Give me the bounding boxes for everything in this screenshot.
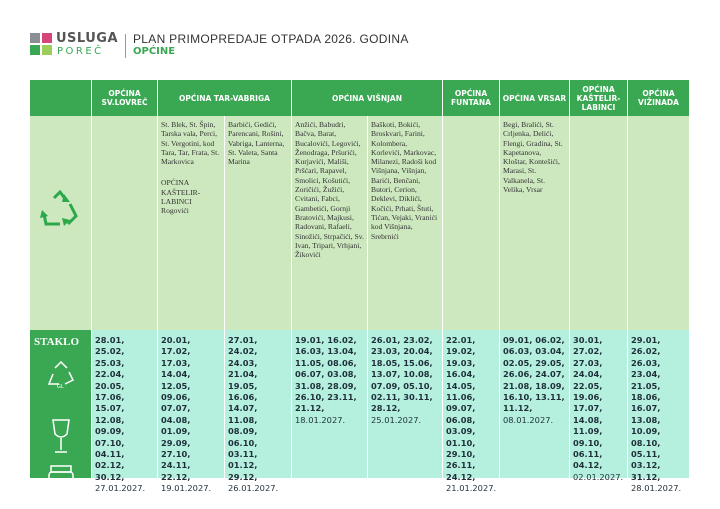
column-header: OPĆINA KAŠTELIR-LABINCI [570,80,628,116]
brand-bottom: POREČ [57,46,104,57]
places-cell [443,116,500,330]
dates: 19.01, 16.02, 16.03, 13.04, 11.05, 08.06… [295,335,357,414]
glass-code: GL [57,384,64,390]
dates: 20.01, 17.02, 17.03, 14.04, 12.05, 09.06… [161,335,191,482]
dates: 29.01, 26.02, 26.03, 23.04, 21.05, 18.06… [631,335,661,482]
next-date: 02.01.2027. [573,471,624,482]
dates-cell: 30.01, 27.02, 27.03, 24.04, 22.05, 19.06… [570,330,628,482]
places: Baškoti, Bokići, Broskvari, Farini, Kolo… [371,120,438,241]
note-places: Rogovići [161,206,189,216]
divider [125,34,126,58]
title: PLAN PRIMOPREDAJE OTPADA 2026. GODINA [133,32,409,46]
dates: 09.01, 06.02, 06.03, 03.04, 02.05, 29.05… [503,335,565,414]
column-header: OPĆINA TAR-VABRIGA [158,80,292,116]
next-date: 18.01.2027. [295,414,346,425]
places-cell: Anžići, Babudri, Bačva, Barat, Bucalović… [292,116,368,330]
dates-cell: 29.01, 26.02, 26.03, 23.04, 21.05, 18.06… [628,330,690,493]
places-cell: Begi, Bralići, St. Crljenka, Delići, Fle… [500,116,570,330]
dates-cell: 27.01, 24.02, 24.03, 21.04, 19.05, 16.06… [225,330,292,493]
recycle-icon [40,190,78,226]
places: Anžići, Babudri, Bačva, Barat, Bucalović… [295,120,364,260]
corner-cell [30,80,92,116]
dates-cell: 20.01, 17.02, 17.03, 14.04, 12.05, 09.06… [158,330,225,493]
dates-cell: 09.01, 06.02, 06.03, 03.04, 02.05, 29.05… [500,330,570,478]
subtitle: OPĆINE [133,46,176,57]
places-cell: Barbići, Gedići, Parencani, Rošini, Vabr… [225,116,292,330]
next-date: 19.01.2027. [161,483,212,494]
dates: 26.01, 23.02, 23.03, 20.04, 18.05, 15.06… [371,335,433,414]
places: Barbići, Gedići, Parencani, Rošini, Vabr… [228,120,285,167]
column-header: OPĆINA VIŽINADA [628,80,690,116]
places-cell [628,116,690,330]
next-date: 25.01.2027. [371,414,422,425]
dates-cell: 28.01, 25.02, 25.03, 22.04, 20.05, 17.06… [92,330,158,493]
dates: 28.01, 25.02, 25.03, 22.04, 20.05, 17.06… [95,335,125,482]
next-date: 28.01.2027. [631,483,682,494]
column-header: OPĆINA VRSAR [500,80,570,116]
next-date: 08.01.2027. [503,414,554,425]
glass-icons [47,360,75,497]
note-title: OPĆINA KAŠTELIR-LABINCI [161,178,201,207]
places-cell [570,116,628,330]
places-cell [92,116,158,330]
places: St. Blek, St. Špin, Tarska vala, Perci, … [161,120,220,167]
places-cell: St. Blek, St. Špin, Tarska vala, Perci, … [158,116,225,330]
dates-cell: 22.01, 19.02, 19.03, 16.04, 14.05, 11.06… [443,330,500,493]
dates-cell: 26.01, 23.02, 23.03, 20.04, 18.05, 15.06… [368,330,443,478]
places: Begi, Bralići, St. Crljenka, Delići, Fle… [503,120,563,195]
column-header: OPĆINA FUNTANA [443,80,500,116]
note: OPĆINA KAŠTELIR-LABINCI Rogovići [161,178,221,215]
next-date: 26.01.2027. [228,483,279,494]
column-header: OPĆINA SV.LOVREČ [92,80,158,116]
icon-cell [30,116,92,330]
logo-mark [30,33,52,55]
staklo-cell: STAKLO GL [30,330,92,497]
brand-top: USLUGA [56,31,119,46]
places-cell: Baškoti, Bokići, Broskvari, Farini, Kolo… [368,116,443,330]
dates-cell: 19.01, 16.02, 16.03, 13.04, 11.05, 08.06… [292,330,368,478]
next-date: 21.01.2027. [446,483,497,494]
column-header: OPĆINA VIŠNJAN [292,80,443,116]
dates: 30.01, 27.02, 27.03, 24.04, 22.05, 19.06… [573,335,603,471]
dates: 27.01, 24.02, 24.03, 21.04, 19.05, 16.06… [228,335,258,482]
dates: 22.01, 19.02, 19.03, 16.04, 14.05, 11.06… [446,335,476,482]
staklo-label: STAKLO [34,336,80,348]
next-date: 27.01.2027. [95,483,146,494]
